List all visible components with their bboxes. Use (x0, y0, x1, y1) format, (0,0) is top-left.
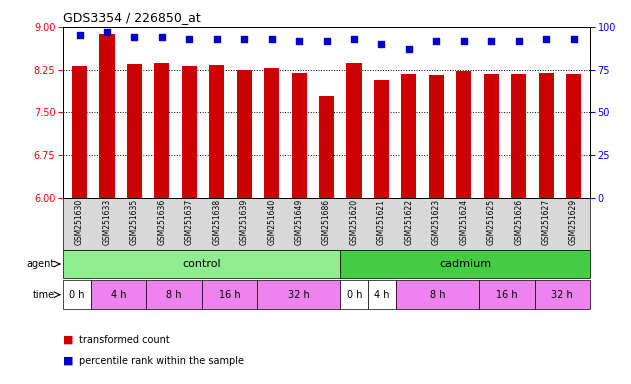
Point (74, 32, 85, 38)
Point (321, 38, 332, 44)
Text: ■: ■ (63, 335, 74, 345)
Text: 8 h: 8 h (167, 290, 182, 300)
Point (267, 36, 277, 42)
Point (431, 38, 441, 44)
Point (514, 38, 524, 44)
Point (349, 36, 359, 42)
Point (541, 36, 551, 42)
Point (486, 38, 496, 44)
Bar (91, 280, 146, 309)
Text: cadmium: cadmium (439, 259, 492, 269)
Point (404, 46, 414, 52)
Text: 4 h: 4 h (111, 290, 126, 300)
Text: transformed count: transformed count (79, 335, 170, 345)
Bar (202, 280, 257, 309)
Point (376, 41, 386, 47)
Bar (401, 74, 416, 198)
Text: 0 h: 0 h (346, 290, 362, 300)
Bar (374, 80, 389, 198)
Bar (72, 66, 87, 198)
Text: ■: ■ (63, 356, 74, 366)
Text: 4 h: 4 h (374, 290, 390, 300)
Text: GDS3354 / 226850_at: GDS3354 / 226850_at (63, 11, 201, 24)
Point (129, 34, 139, 40)
Bar (63, 280, 91, 309)
Bar (340, 280, 368, 309)
Text: 0 h: 0 h (69, 290, 85, 300)
Text: 16 h: 16 h (219, 290, 240, 300)
Text: 32 h: 32 h (288, 290, 310, 300)
Text: 32 h: 32 h (551, 290, 573, 300)
Bar (340, 250, 590, 278)
Bar (479, 280, 534, 309)
Point (184, 36, 194, 42)
Bar (209, 65, 225, 198)
Bar (538, 73, 553, 198)
Bar (100, 34, 115, 198)
Text: percentile rank within the sample: percentile rank within the sample (79, 356, 244, 366)
Text: control: control (182, 259, 221, 269)
Point (569, 36, 579, 42)
Bar (456, 71, 471, 198)
Bar (292, 73, 307, 198)
Bar (264, 68, 279, 198)
Point (102, 29, 112, 35)
Bar (63, 250, 340, 278)
Bar (483, 74, 498, 198)
Bar (237, 70, 252, 198)
Bar (127, 64, 142, 198)
Point (459, 38, 469, 44)
Bar (396, 280, 479, 309)
Point (212, 36, 222, 42)
Text: 8 h: 8 h (430, 290, 445, 300)
Text: agent: agent (27, 259, 55, 269)
Bar (146, 280, 202, 309)
Bar (428, 75, 444, 198)
Bar (534, 280, 590, 309)
Point (239, 36, 249, 42)
Bar (566, 74, 581, 198)
Point (157, 34, 167, 40)
Bar (155, 63, 170, 198)
Bar (346, 63, 362, 198)
Text: time: time (33, 290, 55, 300)
Text: 16 h: 16 h (496, 290, 517, 300)
Point (294, 38, 304, 44)
Bar (182, 66, 197, 198)
Bar (257, 280, 340, 309)
Bar (511, 74, 526, 198)
Bar (368, 280, 396, 309)
Bar (319, 96, 334, 198)
